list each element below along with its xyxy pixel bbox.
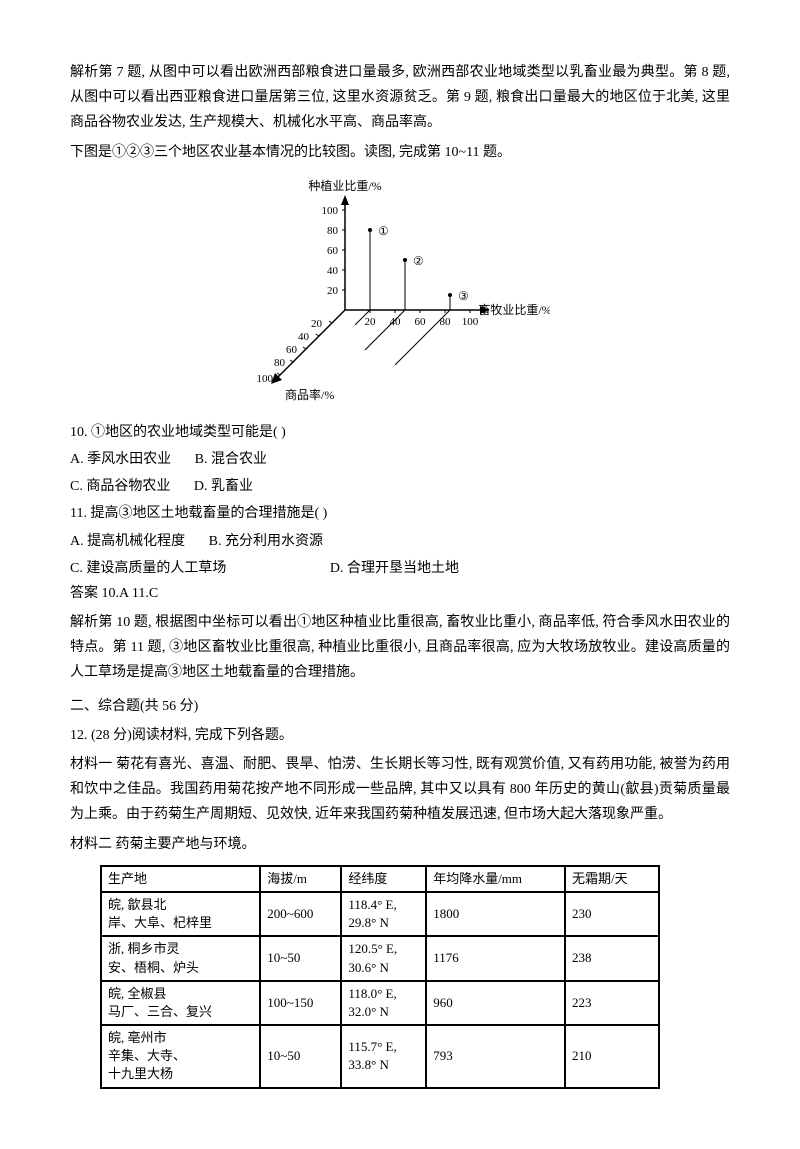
q11-opt-c: C. 建设高质量的人工草场: [70, 556, 226, 581]
table-header: 无霜期/天: [565, 866, 659, 892]
q12-material-2: 材料二 药菊主要产地与环境。: [70, 832, 730, 857]
table-cell: 100~150: [260, 981, 341, 1025]
ternary-chart: 种植业比重/% 20 40 60 80 100 畜牧业比重/% 20 40 60…: [70, 175, 730, 405]
svg-text:80: 80: [327, 225, 339, 237]
analysis-q7-9: 解析第 7 题, 从图中可以看出欧洲西部粮食进口量最多, 欧洲西部农业地域类型以…: [70, 60, 730, 136]
x-axis-label: 畜牧业比重/%: [478, 302, 550, 317]
answer-10-11: 答案 10.A 11.C: [70, 581, 730, 606]
table-cell: 浙, 桐乡市灵安、梧桐、炉头: [101, 936, 260, 980]
table-row: 皖, 亳州市辛集、大寺、十九里大杨 10~50 115.7° E,33.8° N…: [101, 1025, 659, 1088]
table-cell: 120.5° E,30.6° N: [341, 936, 426, 980]
q12-material-1: 材料一 菊花有喜光、喜温、耐肥、畏旱、怕涝、生长期长等习性, 既有观赏价值, 又…: [70, 752, 730, 828]
svg-text:20: 20: [327, 285, 339, 297]
svg-text:②: ②: [413, 254, 424, 268]
intro-q10-11: 下图是①②③三个地区农业基本情况的比较图。读图, 完成第 10~11 题。: [70, 140, 730, 165]
svg-text:③: ③: [458, 289, 469, 303]
q10-opt-a: A. 季风水田农业: [70, 447, 171, 472]
table-cell: 10~50: [260, 936, 341, 980]
q11-stem: 11. 提高③地区土地载畜量的合理措施是( ): [70, 501, 730, 526]
q10-opt-d: D. 乳畜业: [194, 474, 253, 499]
table-header: 经纬度: [341, 866, 426, 892]
svg-text:60: 60: [415, 316, 427, 328]
svg-text:20: 20: [311, 318, 323, 330]
table-cell: 230: [565, 892, 659, 936]
table-cell: 10~50: [260, 1025, 341, 1088]
table-cell: 118.0° E,32.0° N: [341, 981, 426, 1025]
table-cell: 115.7° E,33.8° N: [341, 1025, 426, 1088]
table-cell: 118.4° E,29.8° N: [341, 892, 426, 936]
svg-text:100: 100: [322, 205, 339, 217]
svg-text:100: 100: [462, 316, 479, 328]
svg-text:80: 80: [440, 316, 452, 328]
table-cell: 皖, 歙县北岸、大阜、杞梓里: [101, 892, 260, 936]
svg-text:40: 40: [327, 265, 339, 277]
table-cell: 210: [565, 1025, 659, 1088]
table-cell: 223: [565, 981, 659, 1025]
svg-text:100: 100: [257, 373, 274, 385]
q10-stem: 10. ①地区的农业地域类型可能是( ): [70, 420, 730, 445]
svg-text:40: 40: [298, 331, 310, 343]
table-cell: 皖, 全椒县马厂、三合、复兴: [101, 981, 260, 1025]
table-row: 皖, 全椒县马厂、三合、复兴 100~150 118.0° E,32.0° N …: [101, 981, 659, 1025]
analysis-10-11: 解析第 10 题, 根据图中坐标可以看出①地区种植业比重很高, 畜牧业比重小, …: [70, 610, 730, 686]
table-header: 生产地: [101, 866, 260, 892]
table-cell: 皖, 亳州市辛集、大寺、十九里大杨: [101, 1025, 260, 1088]
production-table: 生产地 海拔/m 经纬度 年均降水量/mm 无霜期/天 皖, 歙县北岸、大阜、杞…: [100, 865, 660, 1089]
svg-text:80: 80: [274, 357, 286, 369]
table-header: 海拔/m: [260, 866, 341, 892]
table-header-row: 生产地 海拔/m 经纬度 年均降水量/mm 无霜期/天: [101, 866, 659, 892]
table-cell: 960: [426, 981, 565, 1025]
table-row: 皖, 歙县北岸、大阜、杞梓里 200~600 118.4° E,29.8° N …: [101, 892, 659, 936]
q12-stem: 12. (28 分)阅读材料, 完成下列各题。: [70, 723, 730, 748]
q11-opt-d: D. 合理开垦当地土地: [330, 556, 459, 581]
section-2-header: 二、综合题(共 56 分): [70, 694, 730, 719]
svg-text:①: ①: [378, 224, 389, 238]
diag-axis-label: 商品率/%: [285, 387, 334, 402]
q10-opt-c: C. 商品谷物农业: [70, 474, 170, 499]
q10-opt-b: B. 混合农业: [195, 447, 267, 472]
svg-text:20: 20: [365, 316, 377, 328]
table-cell: 793: [426, 1025, 565, 1088]
table-header: 年均降水量/mm: [426, 866, 565, 892]
table-cell: 200~600: [260, 892, 341, 936]
table-cell: 1800: [426, 892, 565, 936]
svg-text:60: 60: [327, 245, 339, 257]
q11-opt-b: B. 充分利用水资源: [209, 529, 323, 554]
y-axis-label: 种植业比重/%: [308, 178, 381, 193]
table-cell: 238: [565, 936, 659, 980]
svg-text:40: 40: [390, 316, 402, 328]
table-row: 浙, 桐乡市灵安、梧桐、炉头 10~50 120.5° E,30.6° N 11…: [101, 936, 659, 980]
svg-text:60: 60: [286, 344, 298, 356]
table-cell: 1176: [426, 936, 565, 980]
q11-opt-a: A. 提高机械化程度: [70, 529, 185, 554]
